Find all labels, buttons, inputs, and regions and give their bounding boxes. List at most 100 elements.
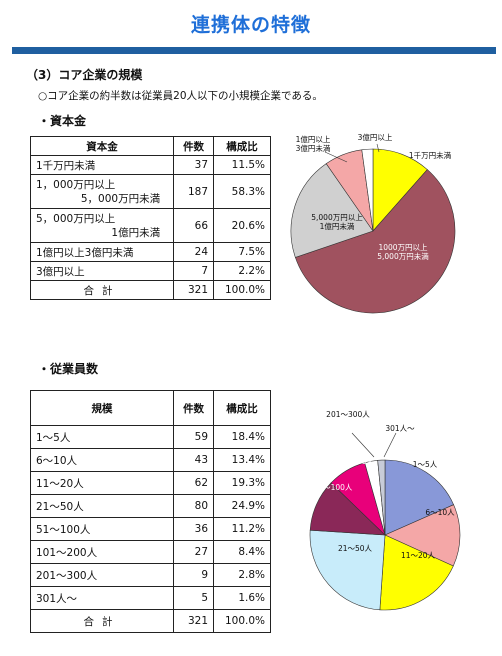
row-label: 1千万円未満	[29, 155, 175, 175]
row-count: 9	[173, 563, 215, 587]
table-row: 5，000万円以上 1億円未満 66 20.6%	[29, 208, 271, 243]
row-pct: 18.4%	[213, 425, 271, 449]
pie-label: 201～300人	[326, 410, 370, 419]
table-row: 1億円以上3億円未満 24 7.5%	[29, 242, 271, 262]
row-count: 80	[173, 494, 215, 518]
table-row: 3億円以上 7 2.2%	[29, 261, 271, 281]
table-row: 301人～ 5 1.6%	[29, 586, 271, 610]
row-count: 66	[173, 208, 215, 243]
table-row: 11～20人 62 19.3%	[29, 471, 271, 495]
table-row: 101～200人 27 8.4%	[29, 540, 271, 564]
pie-label: 101～200人	[330, 457, 374, 466]
header-cell: 件数	[173, 390, 215, 426]
employees-pie-chart: 1～5人 6～10人 11～20人 21～50人 51～100人 101～200人 201～…	[309, 410, 461, 611]
row-count: 36	[173, 517, 215, 541]
pie-slice	[377, 459, 386, 536]
row-pct: 2.8%	[213, 563, 271, 587]
pie-label: 1000万円以上 5,000万円未満	[377, 243, 429, 261]
pie-label: 1千万円未満	[409, 150, 452, 160]
row-pct: 19.3%	[213, 471, 271, 495]
row-count: 62	[173, 471, 215, 495]
title-rule	[12, 47, 496, 54]
row-label-line1: 1，000万円以上	[36, 178, 116, 191]
table-total-row: 合計 321 100.0%	[29, 280, 271, 300]
pie-label: 51～100人	[314, 483, 353, 492]
pie-slice	[384, 504, 461, 567]
table-row: 1～5人 59 18.4%	[29, 425, 271, 449]
capital-pie-chart: 1千万円未満 1000万円以上 5,000万円未満 5,000万円以上 1億円未満 1億円…	[290, 132, 456, 314]
total-pct: 100.0%	[213, 609, 271, 633]
row-pct: 7.5%	[213, 242, 271, 262]
row-label: 5，000万円以上 1億円未満	[29, 208, 175, 243]
row-label: 201～300人	[29, 563, 175, 587]
row-label: 1億円以上3億円未満	[29, 242, 175, 262]
page-title: 連携体の特徴	[190, 14, 311, 36]
row-label: 51～100人	[29, 517, 175, 541]
pie-leader-line	[376, 143, 380, 153]
table-row: 1，000万円以上 5，000万円未満 187 58.3%	[29, 174, 271, 209]
table-row: 51～100人 36 11.2%	[29, 517, 271, 541]
row-pct: 24.9%	[213, 494, 271, 518]
pie-leader-line	[324, 151, 348, 163]
pie-label: 301人～	[385, 424, 415, 433]
table-header-row: 規模 件数 構成比	[29, 390, 271, 426]
total-label: 合計	[29, 280, 175, 300]
pie-slice	[309, 529, 386, 611]
pie-label: 5,000万円以上 1億円未満	[311, 213, 363, 231]
table-header-row: 資本金 件数 構成比	[29, 136, 271, 156]
row-count: 37	[173, 155, 215, 175]
row-label: 301人～	[29, 586, 175, 610]
row-pct: 1.6%	[213, 586, 271, 610]
pie-label: 1～5人	[413, 460, 438, 469]
row-label: 1～5人	[29, 425, 175, 449]
summary-text: ○コア企業の約半数は従業員20人以下の小規模企業である。	[38, 90, 323, 102]
row-label-line2: 5，000万円未満	[80, 192, 161, 205]
row-label: 3億円以上	[29, 261, 175, 281]
total-count: 321	[173, 609, 215, 633]
table-row: 21～50人 80 24.9%	[29, 494, 271, 518]
pie-label: 11～20人	[401, 551, 436, 560]
header-cell: 件数	[173, 136, 215, 156]
header-cell: 構成比	[213, 390, 271, 426]
header-cell: 資本金	[29, 136, 175, 156]
pie-leader-line	[383, 432, 397, 458]
pie-label: 6～10人	[425, 508, 455, 517]
row-pct: 2.2%	[213, 261, 271, 281]
table-row: 201～300人 9 2.8%	[29, 563, 271, 587]
pie-slice	[379, 534, 454, 611]
row-label: 1，000万円以上 5，000万円未満	[29, 174, 175, 209]
row-pct: 11.2%	[213, 517, 271, 541]
row-count: 7	[173, 261, 215, 281]
pie-label: 3億円以上	[358, 132, 393, 142]
pie-leader-line	[351, 432, 375, 458]
row-label: 21～50人	[29, 494, 175, 518]
capital-table: 資本金 件数 構成比 1千万円未満 37 11.5% 1，000万円以上 5，0…	[29, 136, 271, 300]
capital-heading: ・資本金	[38, 114, 87, 128]
row-count: 27	[173, 540, 215, 564]
row-count: 59	[173, 425, 215, 449]
row-count: 24	[173, 242, 215, 262]
row-label: 6～10人	[29, 448, 175, 472]
pie-slice	[290, 163, 374, 258]
row-label: 101～200人	[29, 540, 175, 564]
pie-label: 21～50人	[338, 544, 373, 553]
row-pct: 58.3%	[213, 174, 271, 209]
row-pct: 11.5%	[213, 155, 271, 175]
pie-label: 1億円以上 3億円未満	[296, 134, 331, 153]
employees-table: 規模 件数 構成比 1～5人 59 18.4% 6～10人 43 13.4% 1…	[29, 390, 271, 633]
header-cell: 構成比	[213, 136, 271, 156]
row-label: 11～20人	[29, 471, 175, 495]
table-total-row: 合計 321 100.0%	[29, 609, 271, 633]
pie-slice	[294, 169, 456, 314]
row-count: 5	[173, 586, 215, 610]
pie-slice	[361, 148, 374, 232]
section-heading: （3）コア企業の規模	[26, 68, 143, 82]
pie-slice	[384, 459, 455, 536]
row-pct: 20.6%	[213, 208, 271, 243]
row-label-line2: 1億円未満	[111, 226, 161, 239]
header-cell: 規模	[29, 390, 175, 426]
row-count: 43	[173, 448, 215, 472]
row-pct: 13.4%	[213, 448, 271, 472]
table-row: 6～10人 43 13.4%	[29, 448, 271, 472]
row-pct: 8.4%	[213, 540, 271, 564]
